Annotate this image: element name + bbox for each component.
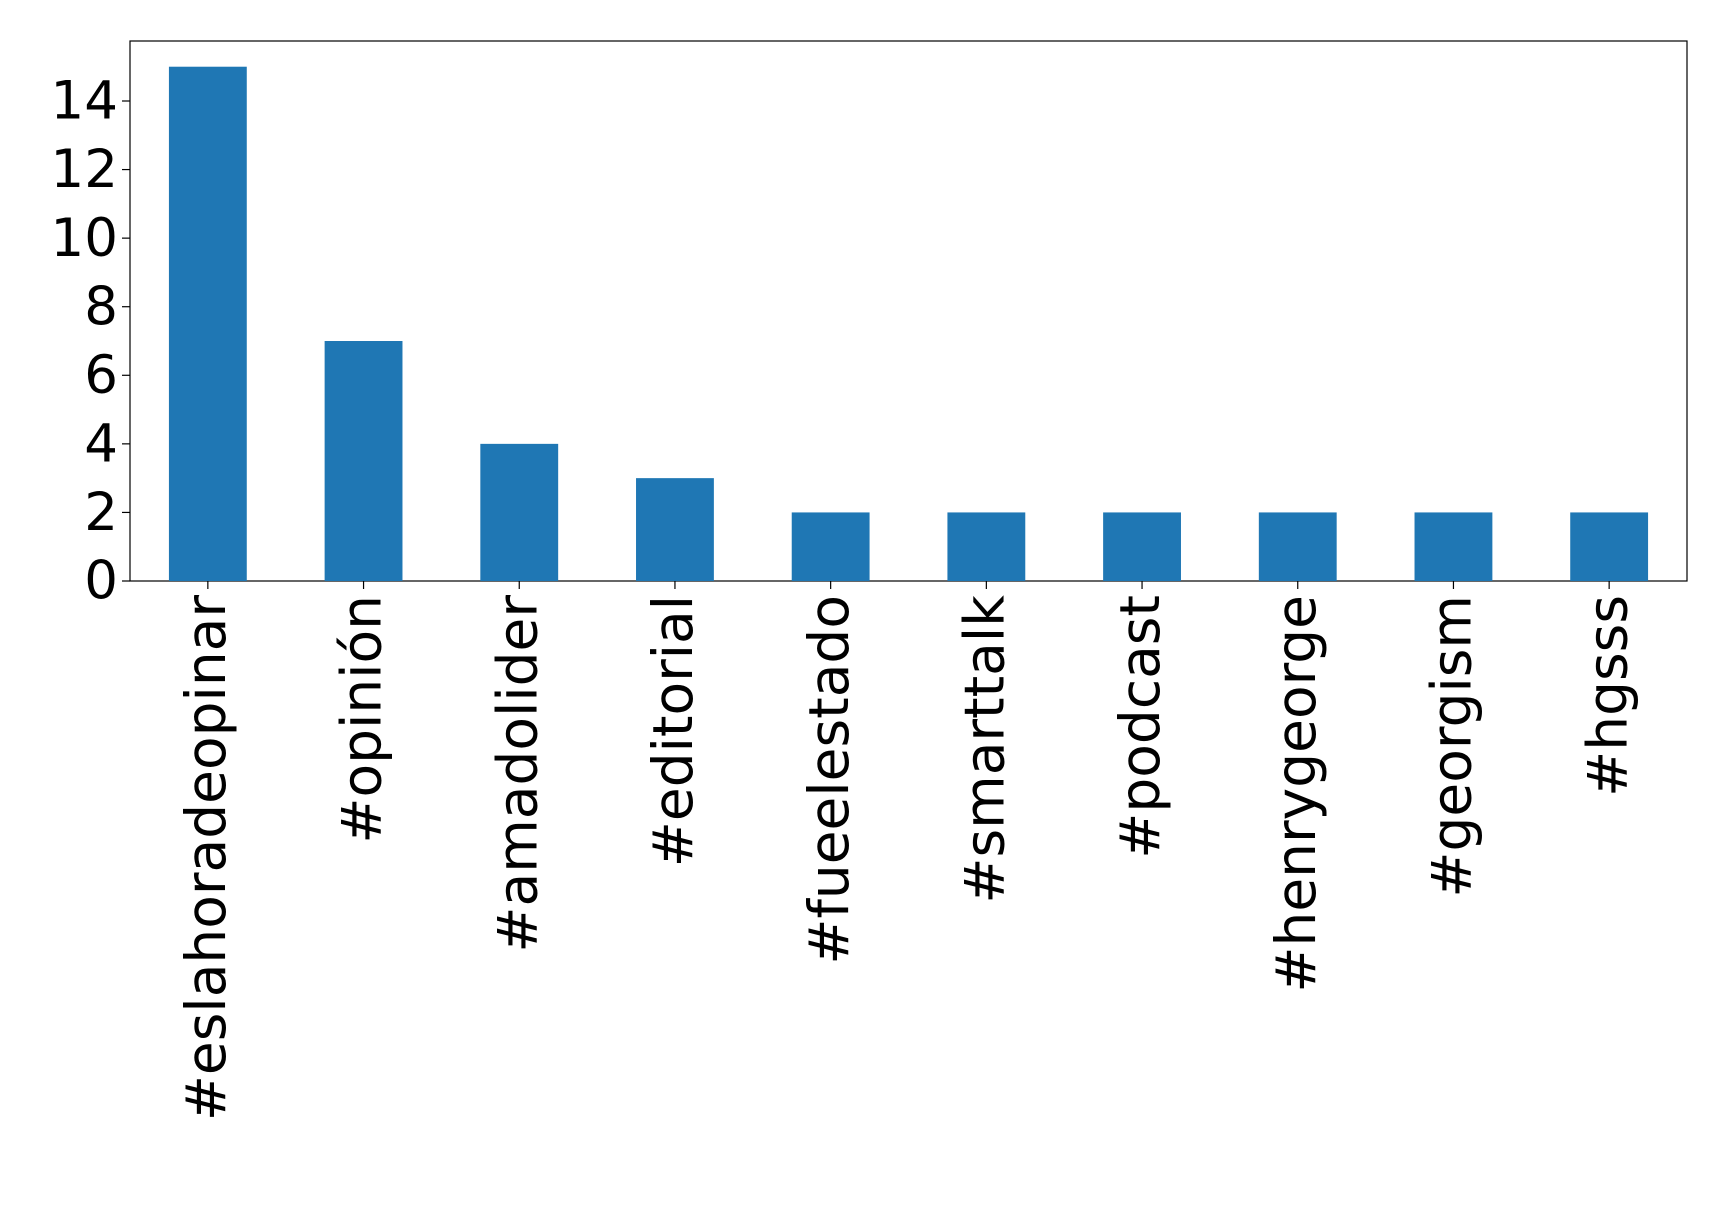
x-tick-label: #henrygeorge	[1264, 595, 1328, 993]
y-tick-label: 8	[84, 276, 118, 337]
bar	[1258, 512, 1337, 581]
bar	[168, 66, 247, 581]
y-tick-label: 0	[84, 551, 118, 612]
bar	[1103, 512, 1181, 581]
y-tick-label: 14	[51, 71, 118, 132]
y-tick-label: 10	[51, 208, 118, 269]
bar	[324, 341, 403, 581]
x-tick-label: #hgsss	[1575, 595, 1639, 797]
y-tick-label: 12	[51, 139, 118, 200]
y-tick-label: 4	[84, 413, 118, 474]
x-tick-label: #editorial	[641, 595, 705, 867]
x-tick-label: #podcast	[1108, 595, 1172, 859]
y-tick-label: 2	[84, 482, 118, 543]
plot-frame	[129, 40, 1688, 582]
bar	[1570, 512, 1649, 581]
bar	[636, 478, 714, 581]
x-tick-label: #smarttalk	[952, 595, 1016, 904]
bar	[791, 512, 870, 581]
bar	[947, 512, 1026, 581]
bar	[480, 443, 559, 581]
x-tick-label: #amadolider	[485, 595, 549, 953]
x-tick-label: #georgism	[1420, 595, 1484, 898]
y-tick-label: 6	[84, 345, 118, 406]
x-tick-label: #eslahoradeopinar	[174, 595, 238, 1122]
bar	[1414, 512, 1493, 581]
x-tick-label: #fueelestado	[797, 595, 861, 965]
x-tick-label: #opinión	[330, 595, 394, 844]
